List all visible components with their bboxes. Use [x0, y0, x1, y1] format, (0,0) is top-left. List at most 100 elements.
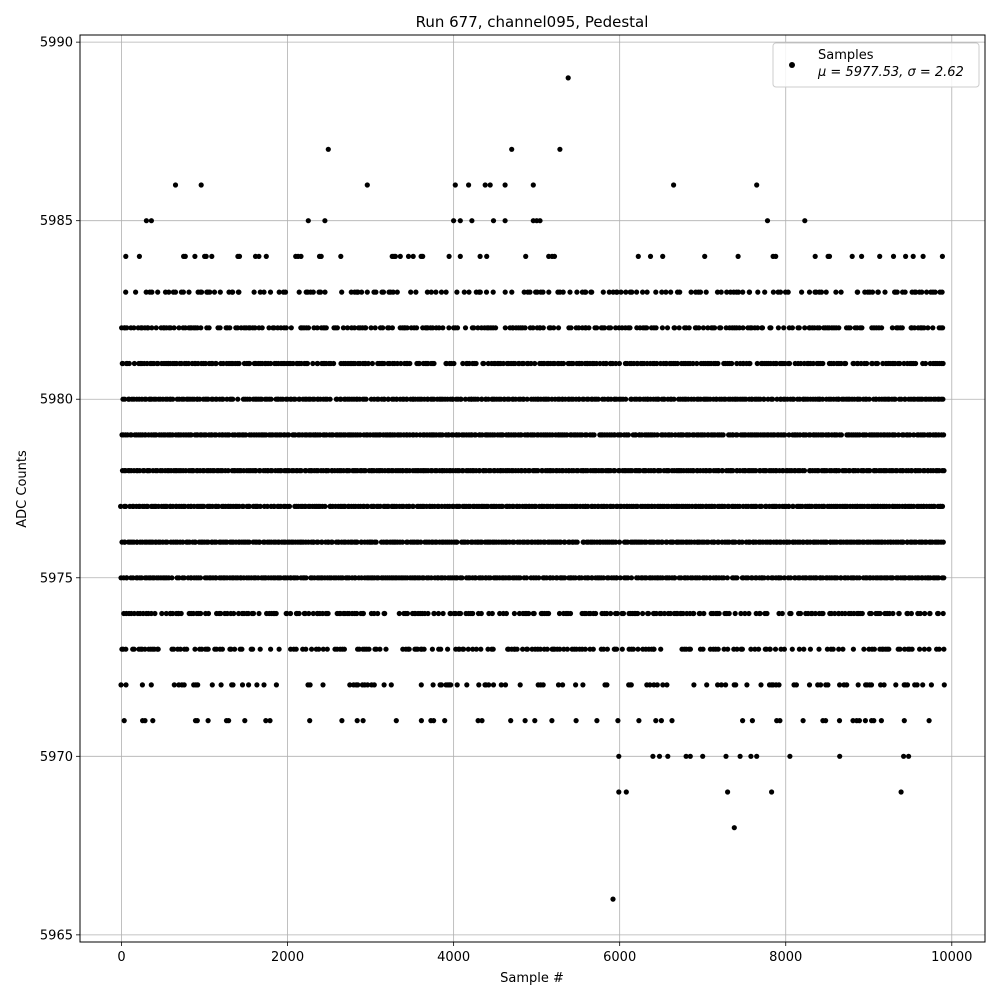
data-point: [739, 539, 745, 545]
data-point: [734, 432, 740, 438]
data-point: [239, 646, 245, 652]
data-point: [793, 682, 800, 688]
data-point: [671, 182, 677, 188]
data-point: [532, 360, 538, 367]
data-point: [267, 289, 274, 295]
data-point: [680, 610, 686, 617]
data-point: [700, 325, 707, 331]
data-point: [460, 360, 466, 367]
data-point: [454, 325, 461, 331]
data-point: [257, 539, 263, 545]
data-point: [303, 575, 309, 581]
data-point: [471, 325, 477, 331]
data-point: [739, 646, 746, 652]
data-point: [194, 718, 200, 724]
data-point: [613, 360, 619, 367]
data-point: [551, 253, 558, 259]
data-point: [567, 610, 574, 617]
data-point: [360, 718, 366, 724]
data-point: [893, 682, 899, 688]
data-point: [250, 610, 257, 617]
data-point: [902, 396, 908, 402]
data-point: [718, 289, 724, 295]
data-point: [540, 682, 546, 688]
data-point: [781, 325, 787, 331]
data-point: [903, 253, 909, 259]
data-point: [290, 360, 296, 367]
x-axis-label: Sample #: [500, 971, 564, 986]
data-point: [522, 325, 528, 331]
data-point: [298, 253, 304, 259]
data-point: [900, 539, 906, 545]
data-point: [143, 289, 149, 295]
data-point: [171, 325, 177, 331]
data-point: [769, 789, 775, 795]
data-point: [616, 539, 623, 545]
data-point: [524, 575, 530, 581]
data-point: [230, 289, 236, 295]
data-point: [787, 753, 793, 759]
data-point: [123, 503, 129, 509]
data-point: [890, 575, 896, 581]
data-point: [502, 325, 508, 331]
data-point: [309, 646, 315, 652]
data-point: [630, 646, 637, 652]
data-point: [661, 610, 668, 617]
data-point: [926, 718, 932, 724]
data-point: [355, 682, 361, 688]
data-point: [188, 432, 194, 438]
data-point: [647, 253, 654, 259]
data-point: [812, 610, 819, 617]
data-point: [324, 646, 330, 652]
data-point: [836, 718, 843, 724]
data-point: [431, 360, 437, 367]
data-point: [131, 646, 137, 652]
data-point: [176, 575, 182, 581]
data-point: [869, 289, 876, 295]
data-point: [773, 253, 779, 259]
data-point: [869, 360, 876, 367]
data-point: [882, 289, 888, 295]
data-point: [847, 325, 853, 331]
data-point: [118, 503, 124, 509]
data-point: [451, 360, 457, 367]
data-point: [520, 646, 526, 652]
data-point: [922, 610, 928, 617]
data-point: [838, 289, 844, 295]
data-point: [365, 360, 371, 367]
data-point: [573, 718, 579, 724]
data-point: [155, 360, 161, 367]
data-point: [405, 253, 412, 259]
data-point: [665, 753, 671, 759]
data-point: [859, 325, 865, 331]
data-point: [747, 360, 753, 367]
data-point: [556, 610, 563, 617]
data-point: [785, 289, 791, 295]
data-point: [197, 575, 204, 581]
data-point: [573, 682, 579, 688]
data-point: [705, 325, 711, 331]
data-point: [770, 289, 777, 295]
data-point: [389, 325, 395, 331]
data-point: [523, 253, 529, 259]
data-point: [178, 610, 184, 617]
data-point: [475, 325, 481, 331]
data-point: [824, 646, 831, 652]
data-point: [754, 753, 760, 759]
data-point: [590, 646, 596, 652]
data-point: [303, 646, 309, 652]
data-point: [914, 682, 920, 688]
data-point: [469, 218, 475, 224]
data-point: [696, 325, 702, 331]
data-point: [820, 360, 826, 367]
data-point: [246, 682, 252, 688]
data-point: [123, 646, 129, 652]
data-point: [561, 646, 567, 652]
data-point: [668, 289, 674, 295]
data-point: [176, 325, 182, 331]
data-point: [365, 503, 371, 509]
data-point: [764, 610, 770, 617]
data-point: [557, 146, 563, 152]
data-point: [218, 682, 224, 688]
data-point: [489, 610, 495, 617]
